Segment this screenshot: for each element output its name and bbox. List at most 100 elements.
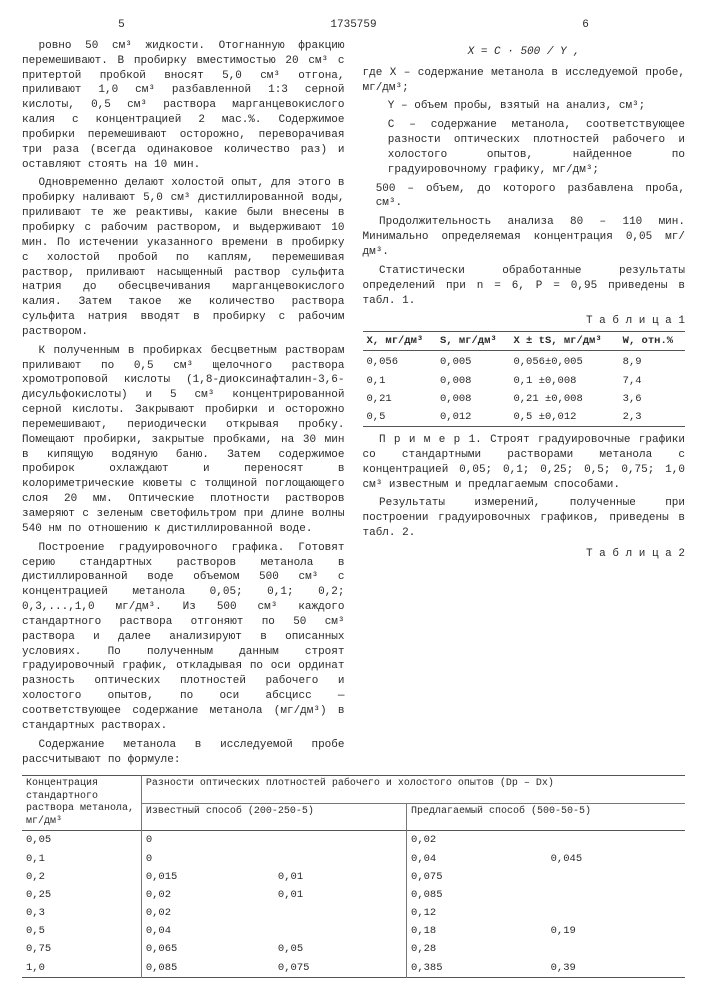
body-para: Построение градуировочного графика. Гото… (22, 541, 345, 734)
col-header: Концентрация стандартного раствора метан… (22, 776, 141, 831)
body-para: Статистически обработанные результаты оп… (363, 264, 686, 309)
table-cell: 0 (141, 850, 274, 868)
body-para: Содержание метанола в исследуемой пробе … (22, 738, 345, 768)
table-row: 1,00,0850,0750,3850,39 (22, 959, 685, 978)
table-cell (274, 831, 407, 850)
table-cell: 0,085 (141, 959, 274, 978)
table-cell: 0,065 (141, 940, 274, 958)
table-cell (274, 904, 407, 922)
table-cell: 7,4 (619, 372, 685, 390)
table-cell: 0,02 (407, 831, 547, 850)
def-label: где X – (363, 67, 411, 79)
table-cell: 0,085 (407, 886, 547, 904)
two-column-layout: ровно 50 см³ жидкости. Отогнанную фракци… (22, 39, 685, 772)
table-cell: 0,1 (22, 850, 141, 868)
table-row: 0,750,0650,050,28 (22, 940, 685, 958)
table-header-row: X, мг/дм³ S, мг/дм³ X ± tS, мг/дм³ W, от… (363, 332, 686, 351)
table-cell: 0,056±0,005 (509, 351, 618, 372)
col-header: Предлагаемый способ (500-50-5) (407, 803, 685, 831)
def-line: 500 – объем, до которого разбавлена проб… (363, 182, 686, 212)
body-para: П р и м е р 1. Строят градуировочные гра… (363, 433, 686, 492)
table-row: 0,050 0,02 (22, 831, 685, 850)
table-cell: 0,5 (363, 408, 436, 427)
table-row: 0,50,040,180,19 (22, 922, 685, 940)
table1-title: Т а б л и ц а 1 (363, 314, 686, 329)
table-cell: 0,12 (407, 904, 547, 922)
table-cell: 0,39 (547, 959, 685, 978)
body-para: Одновременно делают холостой опыт, для э… (22, 176, 345, 339)
page-num-right: 6 (486, 18, 685, 33)
table-row: 0,30,020,12 (22, 904, 685, 922)
table-cell: 0,008 (436, 390, 509, 408)
table-cell: 0,18 (407, 922, 547, 940)
col-header: X ± tS, мг/дм³ (509, 332, 618, 351)
table-row: 0,10,0080,1 ±0,0087,4 (363, 372, 686, 390)
table-cell: 2,3 (619, 408, 685, 427)
table-cell: 0,28 (407, 940, 547, 958)
table-row: 0,10 0,040,045 (22, 850, 685, 868)
col-header: Разности оптических плотностей рабочего … (141, 776, 685, 804)
table-cell: 0,21 ±0,008 (509, 390, 618, 408)
table-cell: 0,015 (141, 868, 274, 886)
table-cell: 0,04 (407, 850, 547, 868)
table-cell: 0,05 (22, 831, 141, 850)
table-cell: 0,01 (274, 868, 407, 886)
table-cell: 0,012 (436, 408, 509, 427)
def-label: Y – (388, 100, 408, 112)
col-header: S, мг/дм³ (436, 332, 509, 351)
table-cell: 1,0 (22, 959, 141, 978)
def-line: где X – содержание метанола в исследуемо… (363, 66, 686, 96)
table-cell (547, 940, 685, 958)
table-cell: 0,5 ±0,012 (509, 408, 618, 427)
def-label: C – (388, 119, 416, 131)
table-cell: 0,25 (22, 886, 141, 904)
def-label: 500 – (376, 183, 414, 195)
table-cell: 0,075 (407, 868, 547, 886)
table-row: 0,210,0080,21 ±0,0083,6 (363, 390, 686, 408)
def-text: объем, до которого разбавлена проба, см³… (376, 183, 685, 210)
table-cell: 0,3 (22, 904, 141, 922)
table-cell (274, 922, 407, 940)
table-cell: 0 (141, 831, 274, 850)
table-cell: 0,075 (274, 959, 407, 978)
table-row: 0,0560,0050,056±0,0058,9 (363, 351, 686, 372)
table-cell: 0,75 (22, 940, 141, 958)
table-header-row: Концентрация стандартного раствора метан… (22, 776, 685, 804)
doc-number: 1735759 (330, 18, 376, 33)
page-num-left: 5 (22, 18, 221, 33)
col-header: Известный способ (200-250-5) (141, 803, 406, 831)
page-header: 5 1735759 6 (22, 18, 685, 33)
formula: X = C · 500 / Y , (363, 45, 686, 60)
table-cell: 0,05 (274, 940, 407, 958)
table-cell: 0,1 ±0,008 (509, 372, 618, 390)
body-para: ровно 50 см³ жидкости. Отогнанную фракци… (22, 39, 345, 173)
table-cell: 0,008 (436, 372, 509, 390)
def-line: Y – объем пробы, взятый на анализ, см³; (363, 99, 686, 114)
table-cell: 8,9 (619, 351, 685, 372)
table-cell: 0,21 (363, 390, 436, 408)
table2-title: Т а б л и ц а 2 (363, 547, 686, 562)
table-cell: 0,005 (436, 351, 509, 372)
table-cell (274, 850, 407, 868)
def-line: C – содержание метанола, соответствующее… (363, 118, 686, 177)
table-row: 0,250,020,010,085 (22, 886, 685, 904)
table-cell (547, 904, 685, 922)
table-cell (547, 886, 685, 904)
def-text: объем пробы, взятый на анализ, см³; (414, 100, 645, 112)
table-cell: 0,01 (274, 886, 407, 904)
col-header: X, мг/дм³ (363, 332, 436, 351)
table-cell: 0,385 (407, 959, 547, 978)
def-text: содержание метанола, соответствующее раз… (388, 119, 685, 176)
body-para: Продолжительность анализа 80 – 110 мин. … (363, 215, 686, 260)
col-header: W, отн.% (619, 332, 685, 351)
def-text: содержание метанола в исследуемой пробе,… (363, 67, 686, 94)
body-para: К полученным в пробирках бесцветным раст… (22, 344, 345, 537)
table-cell: 0,045 (547, 850, 685, 868)
table-cell: 0,19 (547, 922, 685, 940)
table-cell: 0,056 (363, 351, 436, 372)
table-cell: 0,2 (22, 868, 141, 886)
table-cell: 0,02 (141, 886, 274, 904)
table-cell: 3,6 (619, 390, 685, 408)
table-cell: 0,1 (363, 372, 436, 390)
table-row: 0,50,0120,5 ±0,0122,3 (363, 408, 686, 427)
